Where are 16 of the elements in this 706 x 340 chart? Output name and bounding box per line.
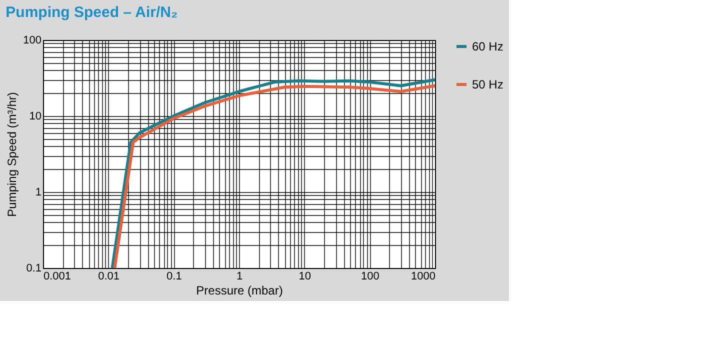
- y-tick-label: 10: [29, 110, 42, 122]
- x-tick-label: 100: [360, 270, 380, 282]
- x-tick-label: 0.01: [98, 270, 120, 282]
- x-tick-label: 0.1: [166, 270, 182, 282]
- y-tick-label: 100: [23, 34, 42, 46]
- y-axis-title: Pumping Speed (m³/hr): [5, 92, 20, 217]
- x-tick-label: 1: [236, 270, 243, 282]
- legend-label: 50 Hz: [472, 78, 504, 92]
- y-tick-label: 0.1: [26, 262, 42, 274]
- legend-label: 60 Hz: [472, 40, 504, 54]
- x-tick-label: 10: [298, 270, 311, 282]
- x-tick-label: 1000: [411, 270, 436, 282]
- chart-title: Pumping Speed – Air/N₂: [6, 4, 178, 21]
- x-axis-title: Pressure (mbar): [196, 284, 283, 298]
- y-tick-label: 1: [35, 186, 42, 198]
- x-tick-label: 0.001: [44, 270, 72, 282]
